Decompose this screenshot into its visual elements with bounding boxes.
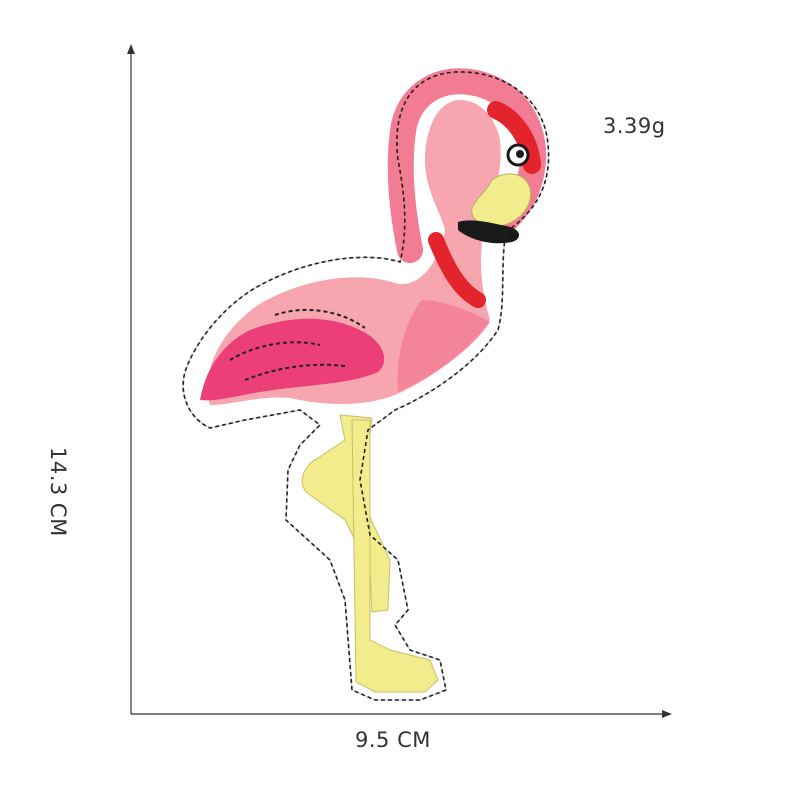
- height-dimension-label: 14.3 CM: [46, 447, 70, 537]
- width-axis-arrow: [662, 710, 672, 718]
- dimension-axes: [127, 44, 672, 718]
- height-axis-arrow: [127, 44, 135, 54]
- weight-label: 3.39g: [603, 114, 666, 138]
- flamingo-patch: [182, 68, 550, 701]
- width-dimension-label: 9.5 CM: [355, 728, 431, 752]
